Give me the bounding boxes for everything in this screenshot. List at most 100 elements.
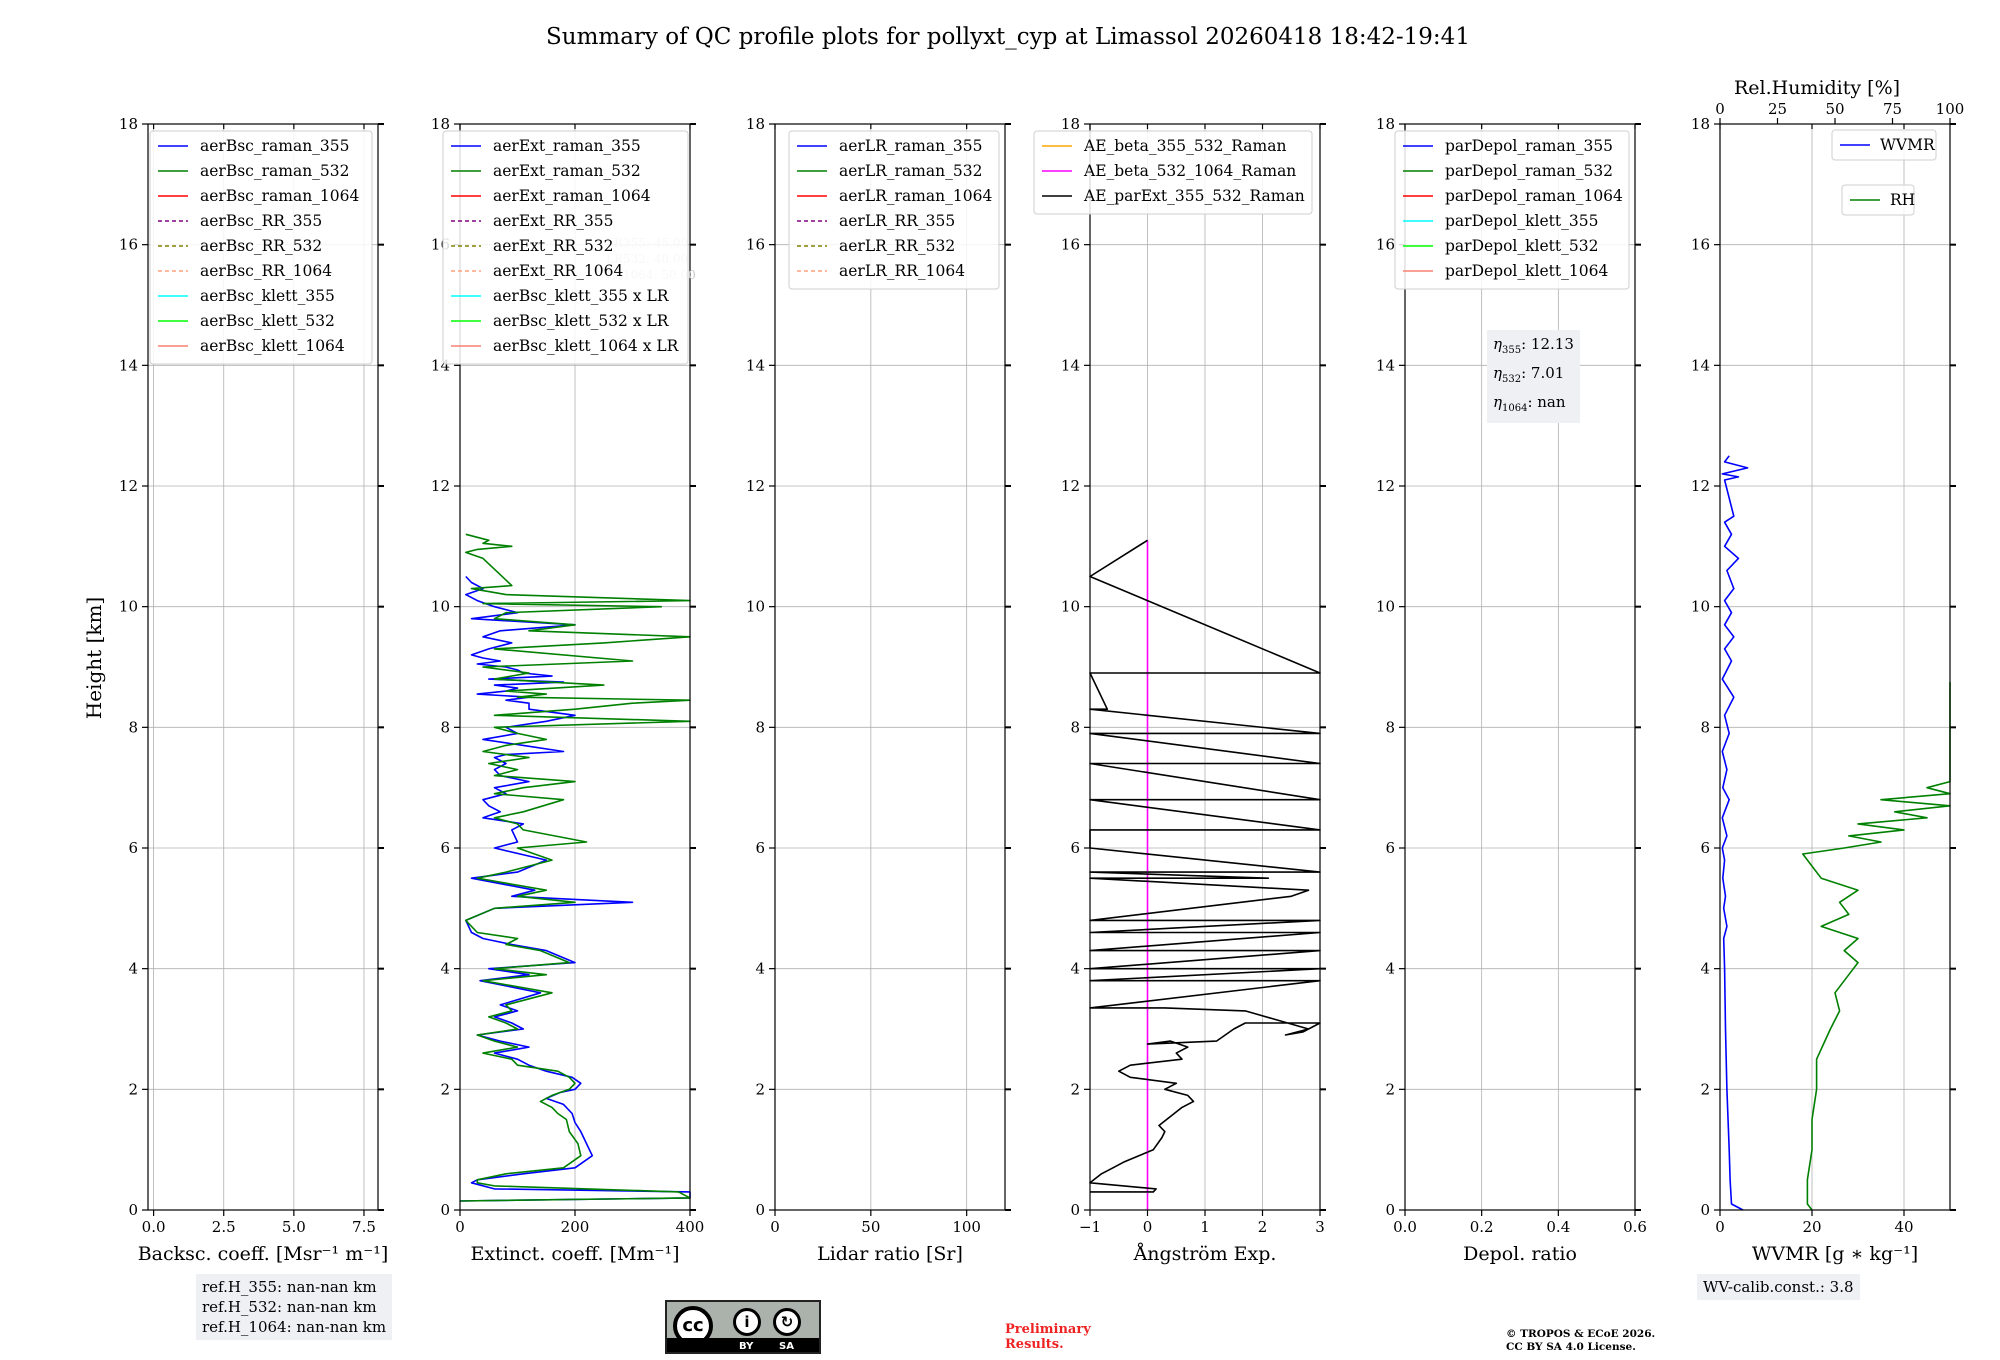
y-tick-label: 0 <box>1700 1201 1710 1219</box>
legend-entry: aerExt_raman_532 <box>493 162 641 180</box>
y-tick-label: 0 <box>1070 1201 1080 1219</box>
legend-entry: parDepol_klett_355 <box>1445 212 1598 230</box>
y-tick-label: 2 <box>755 1080 765 1098</box>
legend-frame <box>788 130 1000 290</box>
license-bar <box>667 1338 819 1352</box>
y-tick-label: 4 <box>755 960 765 978</box>
legend-entry: WVMR <box>1880 136 1936 154</box>
x-tick-label: 40 <box>1894 1218 1913 1236</box>
y-tick-label: 10 <box>431 598 450 616</box>
axes-frame <box>1404 123 1636 1211</box>
legend: aerBsc_raman_355 aerBsc_raman_532 aerBsc_r… <box>149 130 373 365</box>
legend-entry: aerBsc_klett_532 <box>200 312 335 330</box>
legend-entry: aerBsc_klett_1064 x LR <box>493 337 680 355</box>
y-tick-label: 2 <box>1385 1080 1395 1098</box>
y-tick-label: 12 <box>1061 477 1080 495</box>
legend-entry: aerLR_raman_1064 <box>839 187 992 205</box>
eta-box: η355: 12.13 η532: 7.01 η1064: nan <box>1487 330 1580 423</box>
figure-title: Summary of QC profile plots for pollyxt_… <box>546 24 1470 50</box>
y-tick-label: 10 <box>1376 598 1395 616</box>
y-tick-label: 4 <box>440 960 450 978</box>
refh-355: ref.H_355: nan-nan km <box>202 1278 377 1296</box>
x-tick-label: 0 <box>770 1218 780 1236</box>
y-tick-label: 18 <box>1376 115 1395 133</box>
x-tick-label: 5.0 <box>282 1218 306 1236</box>
x-tick-label: 0.0 <box>1393 1218 1417 1236</box>
x2-tick-label: 25 <box>1768 100 1787 118</box>
legend-entry: AE_beta_532_1064_Raman <box>1083 162 1296 180</box>
x-tick-label: 100 <box>952 1218 981 1236</box>
y-tick-label: 10 <box>1061 598 1080 616</box>
panel-backscatter: 0.0 2.5 5.0 7.5 0 2 4 6 8 10 12 14 16 18 Backsc. coeff… <box>119 115 388 1265</box>
legend-entry: aerBsc_RR_1064 <box>200 262 332 280</box>
y-tick-label: 6 <box>755 839 765 857</box>
y-tick-label: 6 <box>440 839 450 857</box>
legend-entry: aerLR_RR_1064 <box>839 262 965 280</box>
eta-1064: η1064: nan <box>1493 393 1566 414</box>
x-tick-label: 1 <box>1200 1218 1210 1236</box>
x-axis-label: Extinct. coeff. [Mm⁻¹] <box>470 1243 679 1265</box>
legend-entry: aerBsc_klett_355 <box>200 287 335 305</box>
legend-entry: parDepol_klett_1064 <box>1445 262 1608 280</box>
y-tick-label: 14 <box>1061 356 1080 374</box>
x-tick-label: 400 <box>676 1218 705 1236</box>
x2-tick-label: 0 <box>1715 100 1725 118</box>
plot-area <box>1721 455 1951 1211</box>
x-axis-label: Depol. ratio <box>1463 1243 1577 1265</box>
y-tick-label: 0 <box>440 1201 450 1219</box>
panel-depolarization: 0.0 0.2 0.4 0.6 0 2 4 6 8 10 12 14 16 18 Depol. ratio p… <box>1376 115 1647 1265</box>
legend-entry: aerBsc_raman_532 <box>200 162 350 180</box>
y-tick-label: 16 <box>1691 236 1710 254</box>
x2-axis-label: Rel.Humidity [%] <box>1734 77 1900 99</box>
x-axis-label: Lidar ratio [Sr] <box>817 1243 963 1265</box>
y-tick-label: 12 <box>119 477 138 495</box>
y-tick-label: 14 <box>1376 356 1395 374</box>
legend-entry: aerExt_RR_355 <box>493 212 614 230</box>
x-axis-label: Ångström Exp. <box>1133 1243 1277 1265</box>
y-tick-label: 10 <box>119 598 138 616</box>
y-tick-label: 6 <box>1070 839 1080 857</box>
reference-height-box: ref.H_355: nan-nan km ref.H_532: nan-nan… <box>196 1274 393 1340</box>
y-tick-label: 12 <box>1691 477 1710 495</box>
axes-frame <box>774 123 1006 1211</box>
legend-entry: aerExt_raman_355 <box>493 137 641 155</box>
y-tick-label: 8 <box>1700 718 1710 736</box>
x-tick-label: 3 <box>1315 1218 1325 1236</box>
legend: aerLR_raman_355 aerLR_raman_532 aerLR_rama… <box>788 130 1000 290</box>
x-axis-label: WVMR [g ∗ kg⁻¹] <box>1752 1243 1918 1265</box>
series-line-RH <box>1802 682 1951 1211</box>
axes-frame <box>147 123 379 1211</box>
legend-entry: parDepol_raman_532 <box>1445 162 1613 180</box>
license-by: BY <box>739 1341 754 1352</box>
y-tick-label: 10 <box>1691 598 1710 616</box>
eta-355: η355: 12.13 <box>1493 335 1574 356</box>
y-tick-label: 16 <box>1376 236 1395 254</box>
x-tick-label: 0 <box>1143 1218 1153 1236</box>
x-tick-label: 0 <box>455 1218 465 1236</box>
y-tick-label: 2 <box>1070 1080 1080 1098</box>
y-tick-label: 4 <box>1070 960 1080 978</box>
refh-532: ref.H_532: nan-nan km <box>202 1298 377 1316</box>
legend-entry: aerLR_raman_532 <box>839 162 982 180</box>
legend-entry: RH <box>1890 191 1915 209</box>
x-tick-label: 0 <box>1715 1218 1725 1236</box>
y-tick-label: 16 <box>119 236 138 254</box>
legend-entry: aerExt_RR_1064 <box>493 262 624 280</box>
legend: AE_beta_355_532_Raman AE_beta_532_1064_Ra… <box>1033 130 1313 215</box>
plot-area <box>459 533 691 1202</box>
legend-frame <box>1033 130 1313 215</box>
refh-1064: ref.H_1064: nan-nan km <box>202 1318 387 1336</box>
legend-entry: AE_beta_355_532_Raman <box>1083 137 1286 155</box>
y-tick-label: 10 <box>746 598 765 616</box>
eta-532: η532: 7.01 <box>1493 364 1565 385</box>
y-tick-label: 8 <box>128 718 138 736</box>
legend-entry: aerLR_RR_532 <box>839 237 955 255</box>
x2-tick-label: 75 <box>1883 100 1902 118</box>
y-tick-label: 16 <box>1061 236 1080 254</box>
legend-entry: aerExt_raman_1064 <box>493 187 651 205</box>
plot-area <box>1089 539 1321 1210</box>
y-tick-label: 18 <box>1691 115 1710 133</box>
